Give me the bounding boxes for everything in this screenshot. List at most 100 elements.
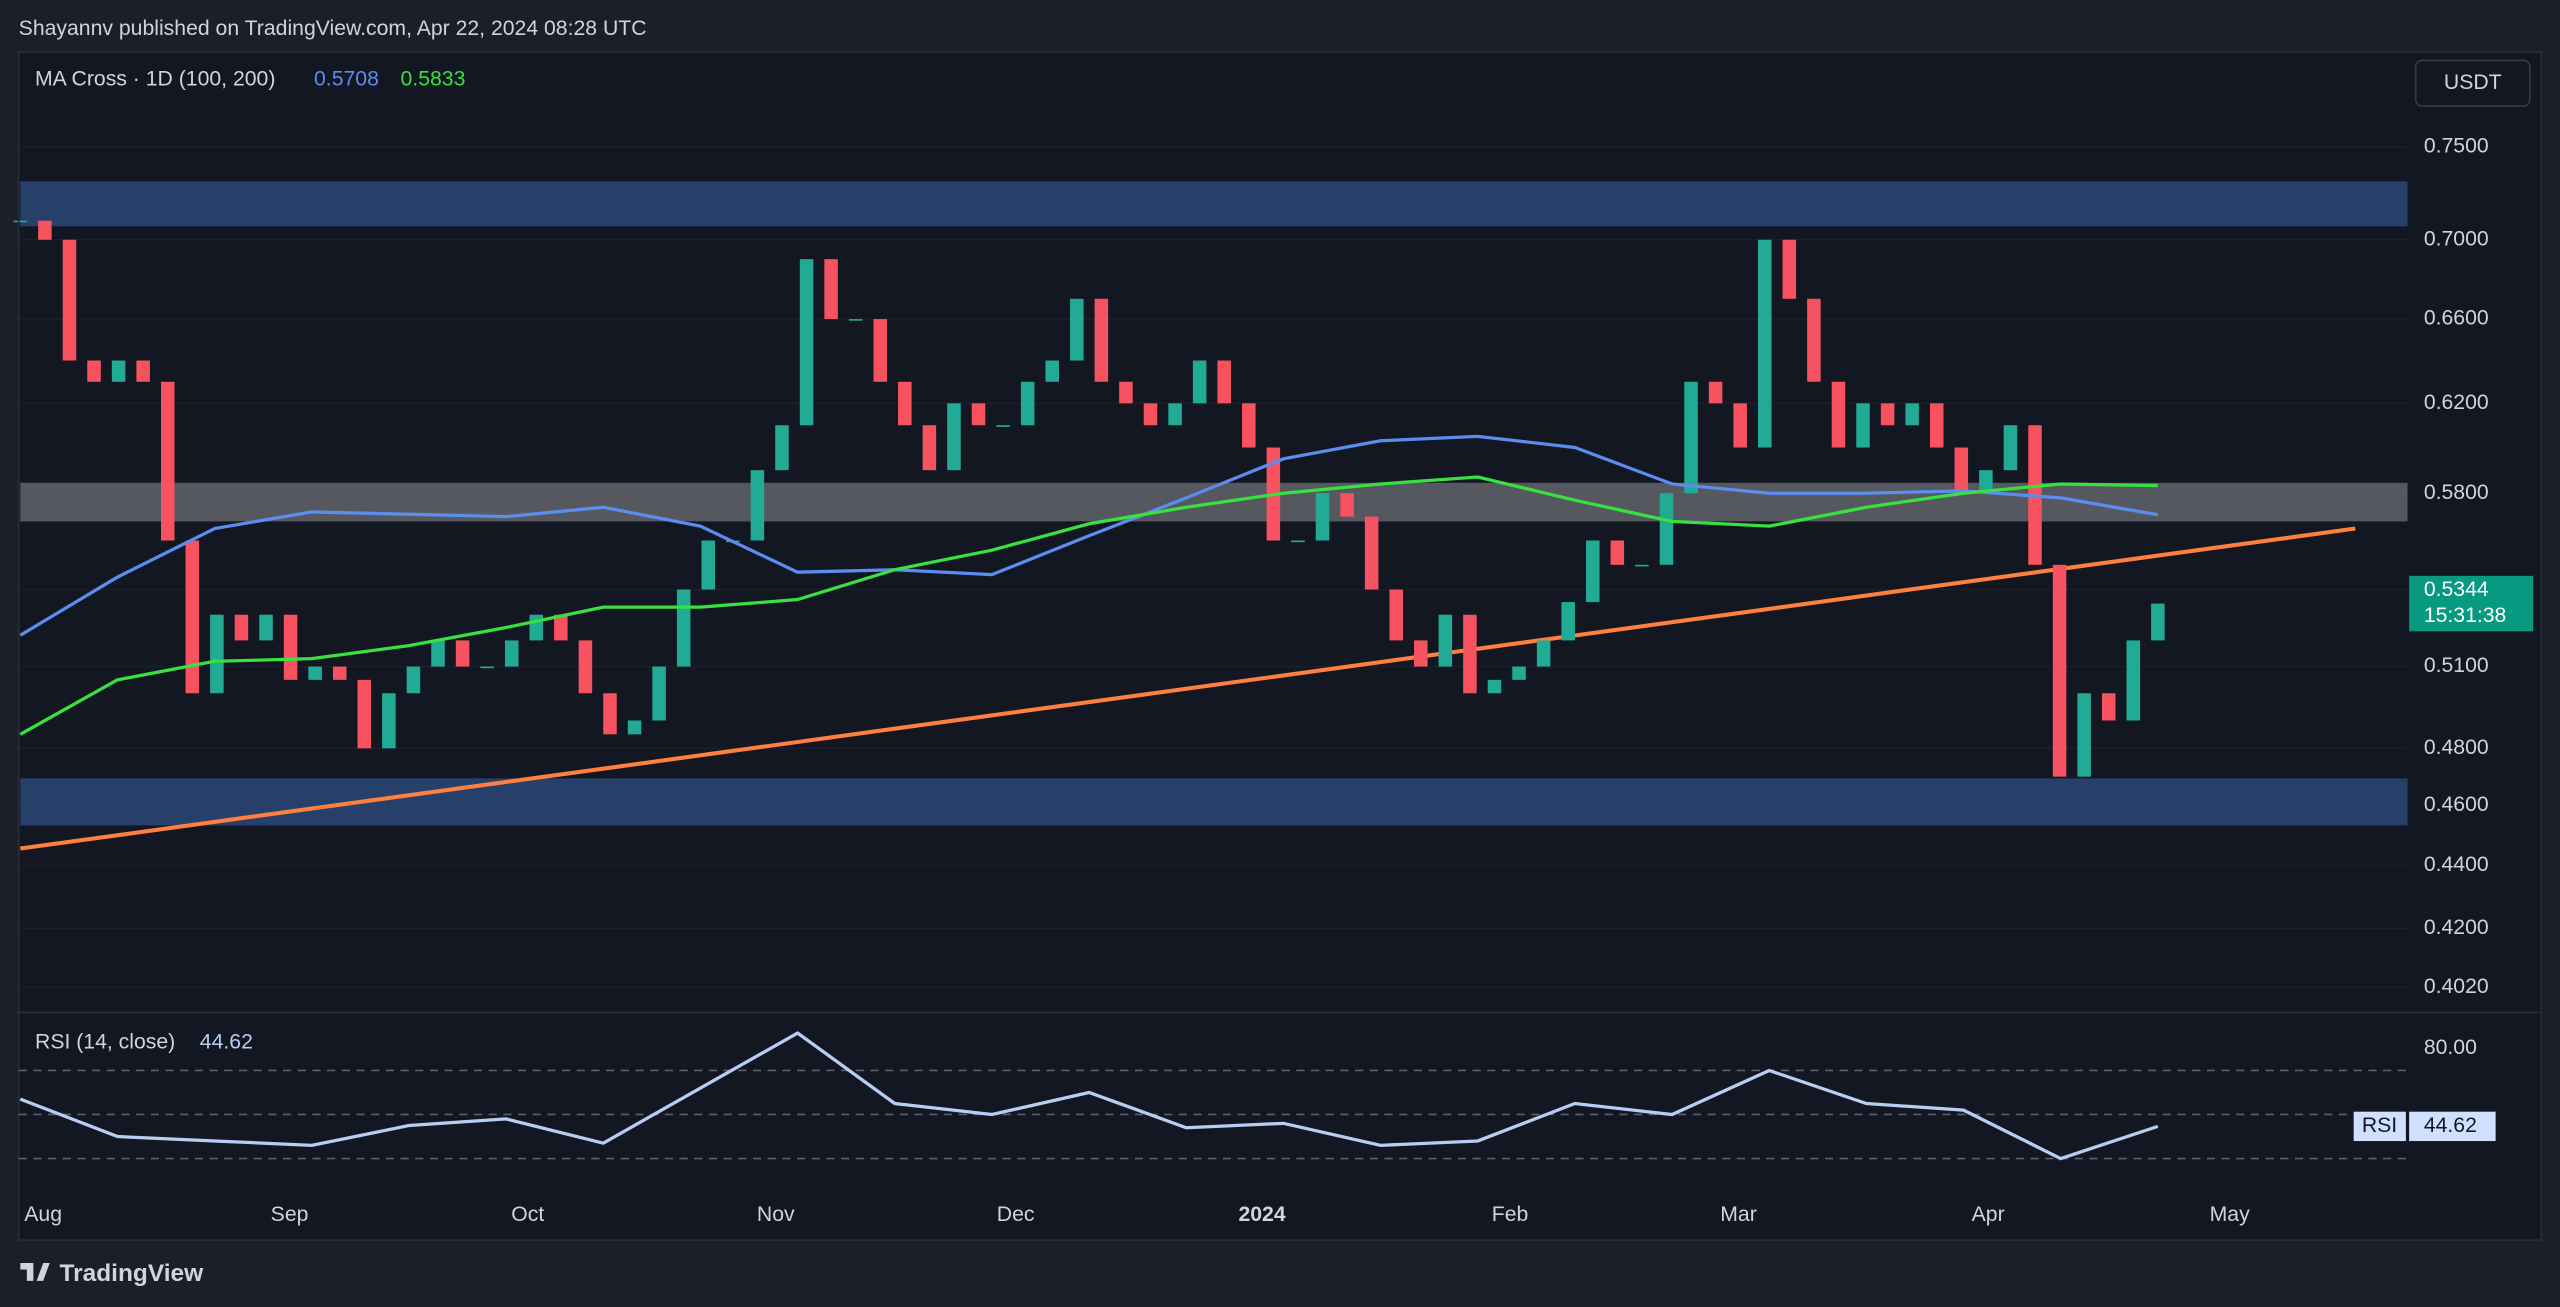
- x-tick-label: Aug: [24, 1203, 62, 1226]
- candle: [1291, 540, 1305, 543]
- candle: [1242, 403, 1256, 448]
- candle: [62, 239, 77, 361]
- rsi-badge-value: 44.62: [2424, 1114, 2477, 1137]
- candle: [1733, 403, 1747, 448]
- zone: [20, 181, 2408, 227]
- y-tick-label: 0.6200: [2424, 391, 2489, 414]
- candle: [799, 259, 814, 426]
- candle: [1782, 239, 1797, 299]
- x-tick-label: Apr: [1972, 1203, 2005, 1226]
- price-badge-label: 0.5344: [2424, 578, 2489, 601]
- x-tick-label: May: [2210, 1203, 2250, 1226]
- candle: [947, 403, 961, 471]
- ma1-value: 0.5708: [314, 68, 379, 91]
- rsi-badge-name: RSI: [2362, 1114, 2397, 1137]
- candle: [1094, 298, 1109, 382]
- candle: [848, 319, 863, 321]
- brand: TradingView: [59, 1260, 204, 1287]
- candle: [185, 540, 200, 694]
- candle: [1684, 381, 1698, 494]
- y-tick-label: 0.7500: [2424, 134, 2489, 157]
- rsi-line: [19, 1031, 2159, 1161]
- y-tick-label: 0.4600: [2424, 793, 2489, 816]
- candle: [898, 381, 912, 426]
- y-tick-label: 0.4200: [2424, 916, 2489, 939]
- ma-legend: MA Cross · 1D (100, 200): [35, 68, 275, 91]
- candle: [480, 666, 494, 669]
- logo-mark: [20, 1262, 50, 1281]
- x-tick-label: Feb: [1492, 1203, 1529, 1226]
- rsi-pane: [18, 1013, 2408, 1200]
- currency-button[interactable]: [2414, 59, 2531, 107]
- ma2-value: 0.5833: [401, 68, 466, 91]
- y-tick-label: 0.4400: [2424, 853, 2489, 876]
- candle: [578, 640, 593, 694]
- candle: [210, 614, 224, 694]
- candle: [332, 666, 347, 680]
- candle: [1586, 540, 1600, 603]
- candle: [676, 589, 691, 667]
- candle: [259, 614, 273, 641]
- candle: [234, 614, 249, 641]
- candle: [1536, 640, 1551, 667]
- candle: [1045, 360, 1059, 382]
- x-tick-label: Oct: [511, 1203, 544, 1226]
- candle: [1315, 493, 1330, 541]
- candle: [1831, 381, 1846, 448]
- y-tick-label: 0.5800: [2424, 481, 2489, 504]
- candle: [406, 666, 421, 694]
- candle: [750, 470, 765, 541]
- candle: [1168, 403, 1182, 426]
- candle: [603, 693, 617, 735]
- candle: [308, 666, 322, 680]
- rsi-legend: RSI (14, close): [35, 1030, 175, 1053]
- candle: [283, 614, 298, 680]
- candle: [111, 360, 126, 382]
- rsi-badge-box: [2353, 1111, 2406, 1142]
- logo: [20, 1262, 50, 1281]
- y-tick-label: 0.4800: [2424, 736, 2489, 759]
- moving-average: [19, 475, 2158, 736]
- candle: [1414, 640, 1428, 667]
- candle: [971, 403, 986, 426]
- candle: [1979, 470, 1993, 494]
- candle: [1143, 403, 1158, 426]
- candle: [1856, 403, 1870, 448]
- x-tick-label: Mar: [1720, 1203, 1757, 1226]
- candle: [1659, 493, 1674, 565]
- candle: [1880, 403, 1895, 426]
- candle: [1757, 239, 1772, 448]
- candle: [455, 640, 470, 667]
- currency-label[interactable]: USDT: [2444, 71, 2502, 94]
- candle: [996, 425, 1010, 427]
- candle: [382, 693, 396, 749]
- candle: [357, 679, 372, 749]
- x-tick-label: Sep: [271, 1203, 309, 1226]
- candle: [2151, 603, 2165, 641]
- y-tick-label: 0.7000: [2424, 227, 2489, 250]
- x-tick-label: Nov: [757, 1203, 795, 1226]
- candle: [2101, 693, 2116, 721]
- candle: [1389, 589, 1403, 641]
- candle: [2052, 564, 2067, 777]
- candle: [701, 540, 716, 590]
- candle: [554, 614, 568, 641]
- candle: [1340, 493, 1354, 517]
- candle: [38, 220, 52, 240]
- candle: [1463, 614, 1477, 694]
- candle: [1192, 360, 1207, 404]
- candle: [627, 720, 642, 735]
- byline: Shayannv published on TradingView.com, A…: [19, 17, 647, 40]
- price-countdown: 15:31:38: [2424, 604, 2507, 627]
- zone: [20, 778, 2408, 826]
- candle: [1807, 298, 1821, 382]
- plot-layer: [13, 145, 2408, 989]
- y-tick-label: 0.6600: [2424, 307, 2489, 330]
- candle: [136, 360, 150, 382]
- candle: [87, 360, 101, 382]
- candle: [1610, 540, 1625, 565]
- moving-average: [19, 434, 2159, 637]
- price-badge: [2409, 575, 2534, 632]
- frame: [17, 51, 2543, 1241]
- candle: [1905, 403, 1919, 426]
